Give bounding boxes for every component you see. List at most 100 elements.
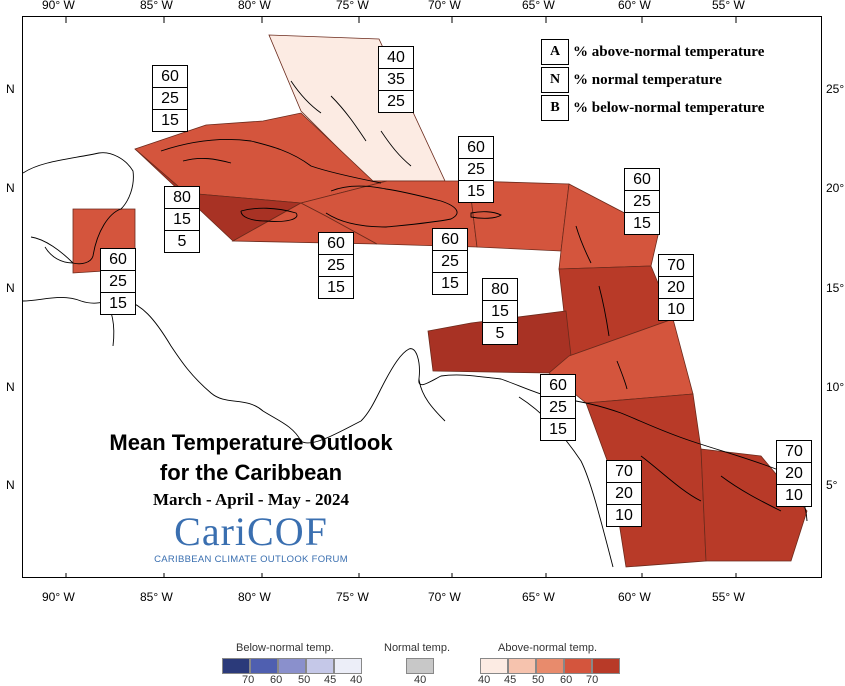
prob-box-puerto-rico: 60 25 15 (458, 136, 494, 203)
lon-label: 75° W (336, 0, 369, 12)
prob-box-bahamas: 40 35 25 (378, 46, 414, 113)
prob-box-cayman-jamaica-west: 80 15 5 (164, 186, 200, 253)
prob-box-windward: 70 20 10 (658, 254, 694, 321)
lat-label: N (6, 181, 15, 195)
prob-box-cuba: 60 25 15 (152, 65, 188, 132)
season-label: March - April - May - 2024 (152, 490, 350, 509)
prob-box-abc-islands: 80 15 5 (482, 278, 518, 345)
prob-normal: 15 (482, 300, 518, 323)
prob-normal: 20 (776, 462, 812, 485)
prob-below: 15 (540, 418, 576, 441)
prob-normal: 35 (378, 68, 414, 91)
lat-label: 20° (826, 181, 845, 195)
prob-above: 80 (164, 186, 200, 209)
colorbar-title-normal: Normal temp. (384, 642, 451, 654)
colorbar-tick: 60 (270, 674, 283, 686)
prob-above: 60 (432, 228, 468, 251)
lat-label: 15° (826, 281, 845, 295)
prob-above: 60 (318, 232, 354, 255)
prob-box-trinidad-tobago: 60 25 15 (540, 374, 576, 441)
prob-above: 70 (606, 460, 642, 483)
outlook-regions (72, 34, 808, 568)
colorbar-swatch (222, 658, 250, 674)
colorbar-tick: 45 (504, 674, 517, 686)
legend-letter: A (541, 39, 569, 65)
prob-above: 70 (776, 440, 812, 463)
map-canvas (23, 17, 808, 577)
colorbar-tick: 50 (532, 674, 545, 686)
prob-below: 15 (432, 272, 468, 295)
lat-label: N (6, 82, 15, 96)
lon-label: 90° W (42, 0, 75, 12)
prob-box-suriname-french-guiana: 70 20 10 (776, 440, 812, 507)
colorbar-swatch (306, 658, 334, 674)
lat-label: 5° (826, 478, 838, 492)
lon-label: 70° W (428, 590, 461, 604)
colorbar-swatch (278, 658, 306, 674)
colorbar-swatch (564, 658, 592, 674)
legend-row-normal: N % normal temperature (541, 66, 764, 94)
colorbar-tick: 40 (414, 674, 427, 686)
prob-normal: 25 (100, 270, 136, 293)
colorbar-tick: 40 (350, 674, 363, 686)
prob-box-hispaniola: 60 25 15 (432, 228, 468, 295)
prob-below: 15 (152, 109, 188, 132)
abn-legend: A % above-normal temperature N % normal … (541, 38, 764, 122)
logo-subtitle: CARIBBEAN CLIMATE OUTLOOK FORUM (154, 554, 348, 565)
colorbar-tick: 60 (560, 674, 573, 686)
lon-label: 85° W (140, 0, 173, 12)
colorbar-swatch (406, 658, 434, 674)
prob-below: 5 (164, 230, 200, 253)
lon-label: 90° W (42, 590, 75, 604)
lon-label: 80° W (238, 590, 271, 604)
legend-letter: B (541, 95, 569, 121)
colorbar-tick: 50 (298, 674, 311, 686)
prob-normal: 25 (624, 190, 660, 213)
colorbar-swatch (250, 658, 278, 674)
prob-normal: 25 (432, 250, 468, 273)
lat-label: 10° (826, 380, 845, 394)
prob-box-leeward: 60 25 15 (624, 168, 660, 235)
lon-label: 60° W (618, 0, 651, 12)
prob-above: 60 (458, 136, 494, 159)
prob-normal: 25 (540, 396, 576, 419)
colorbar-tick: 70 (586, 674, 599, 686)
colorbar-swatch (334, 658, 362, 674)
prob-below: 10 (658, 298, 694, 321)
lat-label: 25° (826, 82, 845, 96)
legend-row-above: A % above-normal temperature (541, 38, 764, 66)
prob-below: 10 (606, 504, 642, 527)
colorbar-title-above: Above-normal temp. (498, 642, 598, 654)
prob-below: 25 (378, 90, 414, 113)
lon-label: 55° W (712, 590, 745, 604)
prob-above: 60 (152, 65, 188, 88)
prob-below: 15 (458, 180, 494, 203)
legend-row-below: B % below-normal temperature (541, 94, 764, 122)
prob-normal: 25 (152, 87, 188, 110)
legend-text: % above-normal temperature (573, 43, 765, 60)
prob-below: 10 (776, 484, 812, 507)
prob-normal: 25 (318, 254, 354, 277)
legend-text: % below-normal temperature (573, 99, 765, 116)
prob-normal: 20 (658, 276, 694, 299)
legend-letter: N (541, 67, 569, 93)
lon-label: 65° W (522, 590, 555, 604)
colorbar-swatch (480, 658, 508, 674)
prob-box-belize: 60 25 15 (100, 248, 136, 315)
colorbar-legend: Below-normal temp. Normal temp. Above-no… (0, 638, 845, 686)
prob-above: 40 (378, 46, 414, 69)
caricof-logo: CariCOF CARIBBEAN CLIMATE OUTLOOK FORUM (146, 510, 356, 566)
region-suriname-french-guiana (700, 448, 808, 562)
colorbar-swatch (536, 658, 564, 674)
prob-above: 60 (540, 374, 576, 397)
lon-label: 75° W (336, 590, 369, 604)
lat-label: N (6, 380, 15, 394)
lon-label: 65° W (522, 0, 555, 12)
title-line-2: for the Caribbean (159, 460, 343, 485)
prob-normal: 25 (458, 158, 494, 181)
lat-label: N (6, 281, 15, 295)
prob-normal: 15 (164, 208, 200, 231)
prob-above: 70 (658, 254, 694, 277)
lon-label: 60° W (618, 590, 651, 604)
prob-above: 60 (100, 248, 136, 271)
